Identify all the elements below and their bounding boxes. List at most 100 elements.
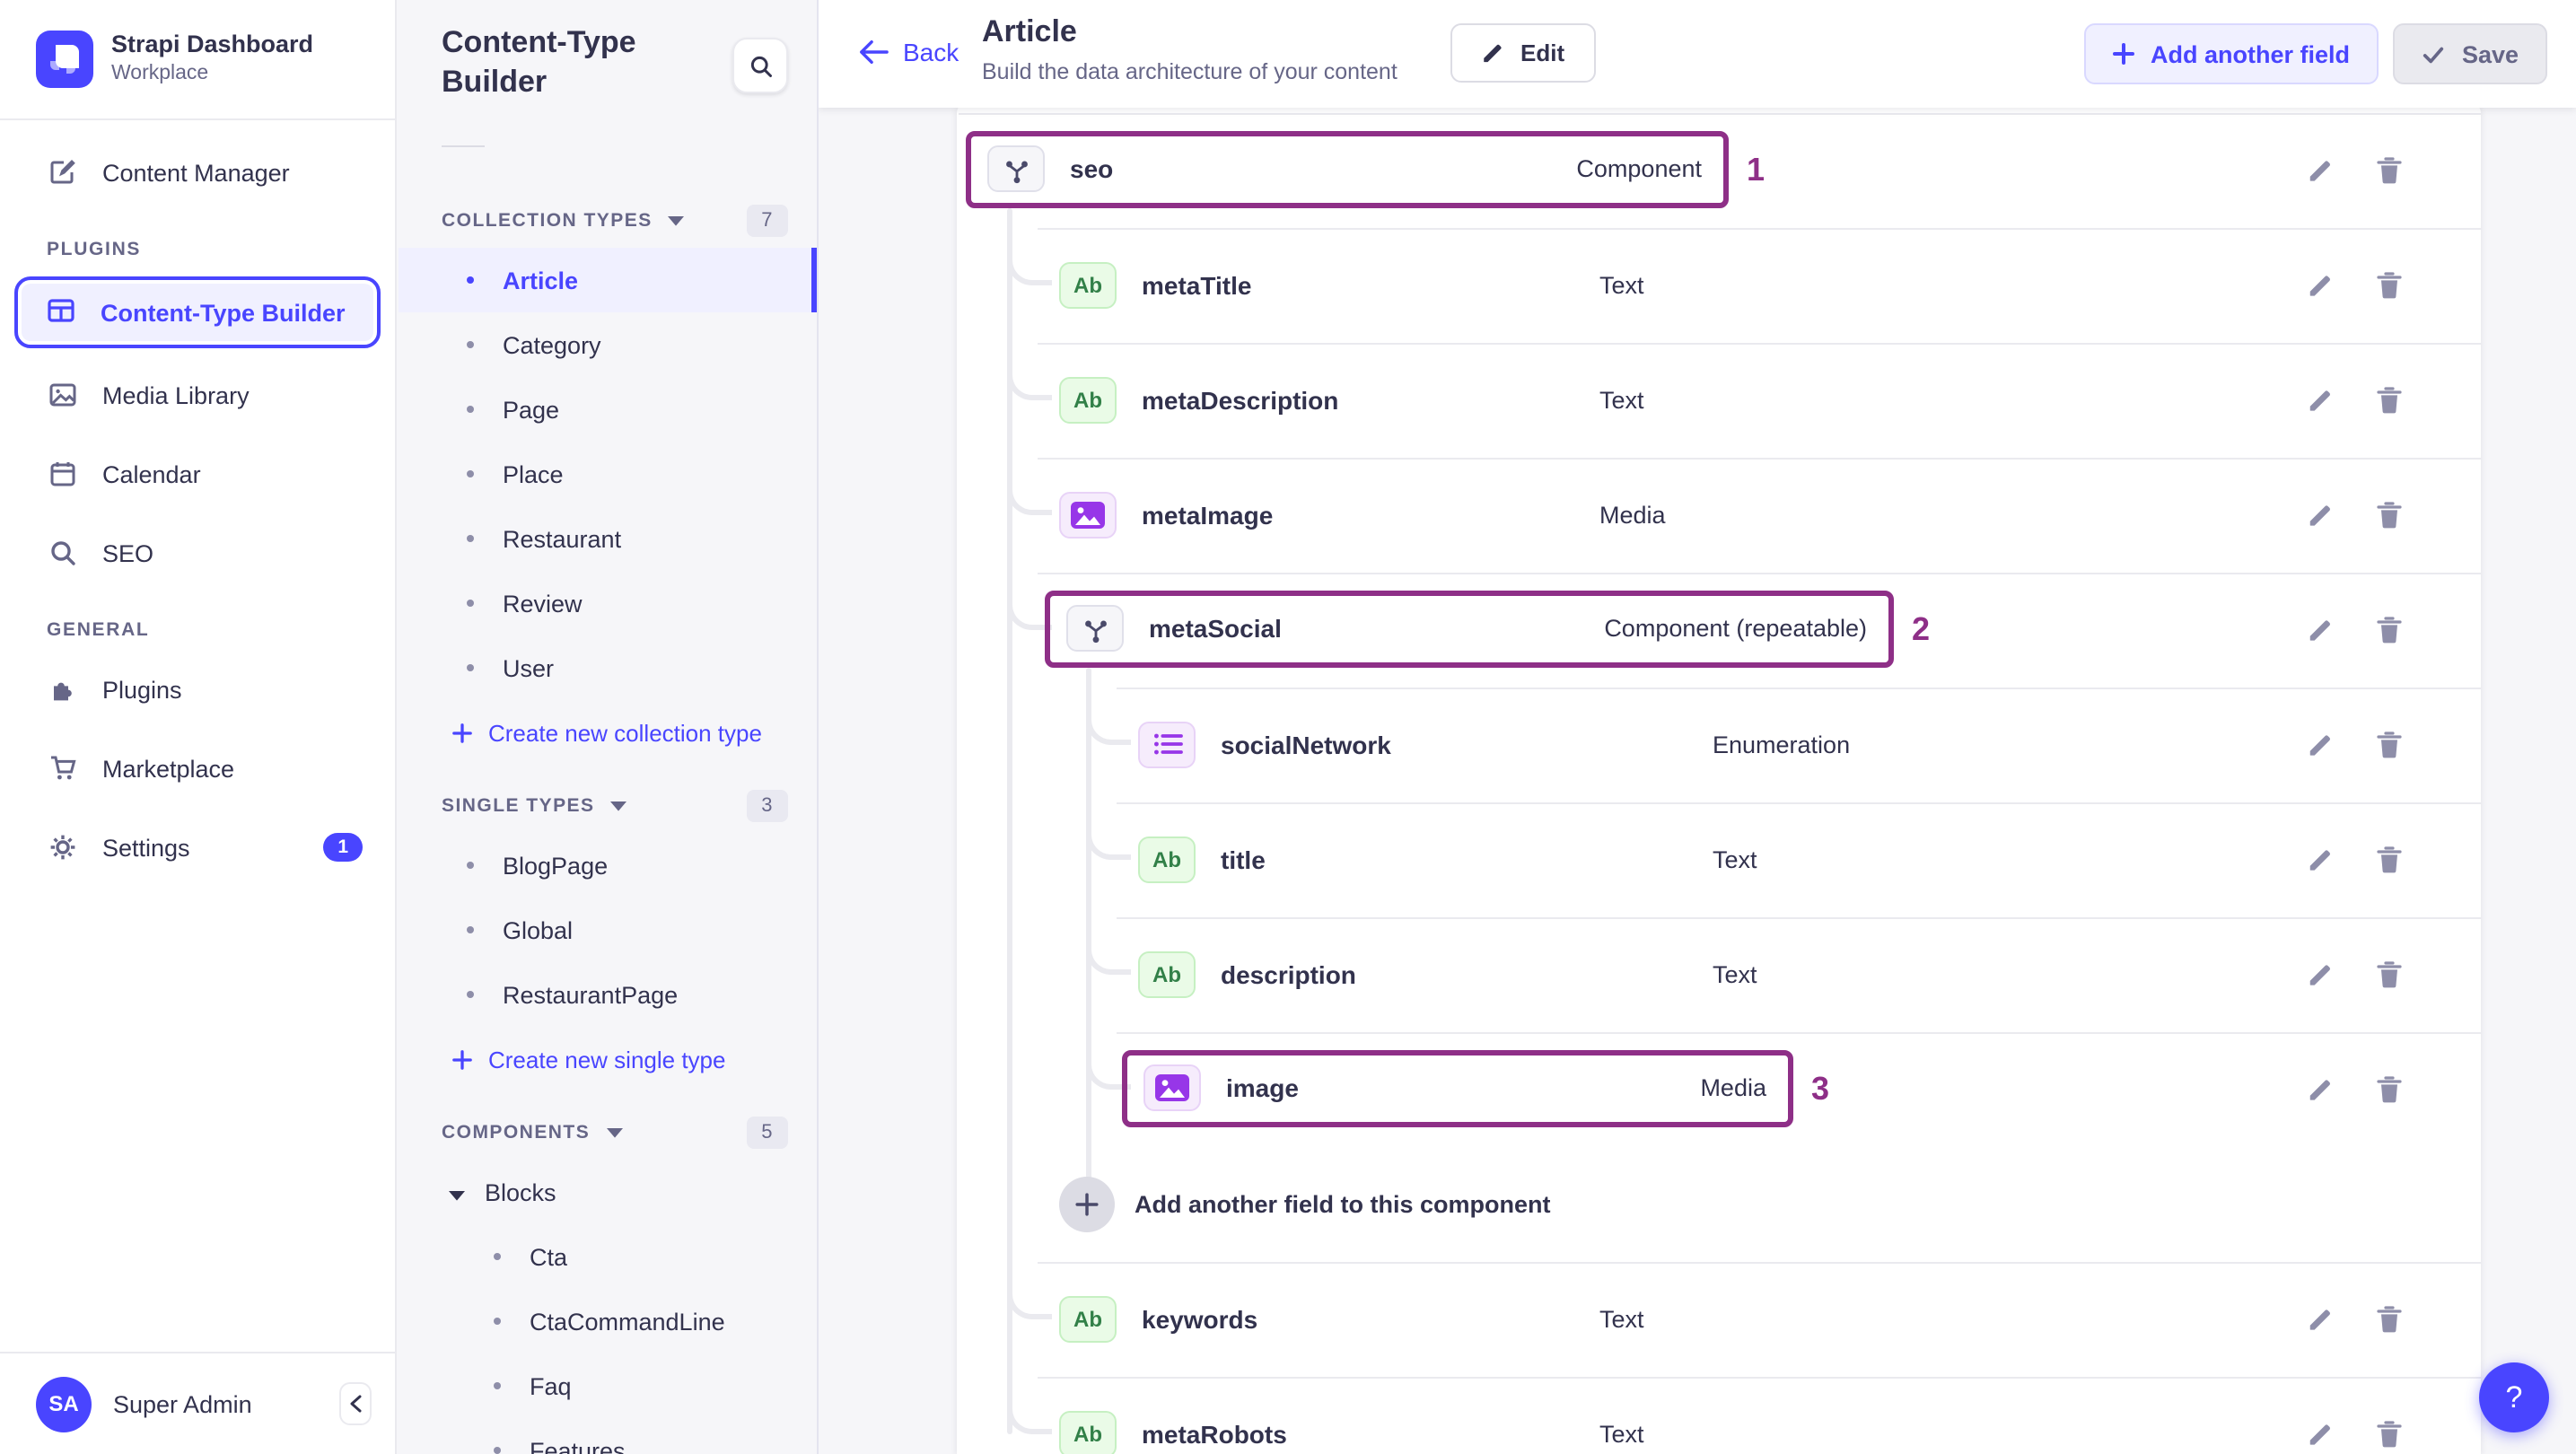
sidebar-item-calendar[interactable]: Calendar bbox=[0, 442, 395, 506]
create-new-link[interactable]: Create new collection type bbox=[399, 700, 817, 765]
sidebar-item-seo[interactable]: SEO bbox=[0, 521, 395, 585]
edit-field-button[interactable] bbox=[2307, 731, 2334, 758]
strapi-logo-icon bbox=[36, 31, 93, 88]
annotation-box: image Media bbox=[1122, 1049, 1793, 1126]
save-button[interactable]: Save bbox=[2393, 23, 2547, 84]
content-type-item-category[interactable]: Category bbox=[399, 312, 817, 377]
add-field-to-component-row[interactable]: Add another field to this component bbox=[957, 1146, 2481, 1261]
tree-connector-elbow bbox=[1006, 1397, 1052, 1433]
sidebar-item-plugins[interactable]: Plugins bbox=[0, 657, 395, 722]
field-type-icon: Ab bbox=[1138, 836, 1196, 882]
search-button[interactable] bbox=[732, 38, 788, 93]
field-row-seo: seo Component 1 bbox=[957, 112, 2481, 227]
field-name: description bbox=[1221, 959, 1356, 988]
content-type-label: User bbox=[503, 654, 555, 681]
bullet-icon bbox=[467, 535, 474, 542]
delete-field-button[interactable] bbox=[2377, 1304, 2402, 1333]
edit-field-button[interactable] bbox=[2307, 1305, 2334, 1332]
delete-field-button[interactable] bbox=[2377, 615, 2402, 644]
field-name: image bbox=[1226, 1073, 1299, 1102]
delete-field-button[interactable] bbox=[2377, 845, 2402, 873]
edit-field-button[interactable] bbox=[2307, 501, 2334, 528]
panel-title: Content-Type Builder bbox=[442, 25, 636, 100]
plus-circle-button[interactable] bbox=[1059, 1176, 1115, 1231]
panel-section-header-components[interactable]: COMPONENTS 5 bbox=[399, 1106, 817, 1160]
component-label: Cta bbox=[530, 1243, 568, 1270]
bullet-icon bbox=[467, 664, 474, 671]
sidebar-item-media-library[interactable]: Media Library bbox=[0, 363, 395, 427]
chevron-down-icon bbox=[610, 801, 627, 811]
edit-field-button[interactable] bbox=[2307, 386, 2334, 413]
component-item-faq[interactable]: Faq bbox=[399, 1353, 817, 1418]
content-type-item-page[interactable]: Page bbox=[399, 377, 817, 442]
field-type: Text bbox=[1599, 1305, 1644, 1332]
field-row-socialNetwork: socialNetwork Enumeration bbox=[957, 687, 2481, 801]
tree-connector-elbow bbox=[1006, 249, 1052, 285]
bullet-icon bbox=[467, 470, 474, 477]
bullet-icon bbox=[467, 991, 474, 998]
content-type-item-user[interactable]: User bbox=[399, 635, 817, 700]
tree-connector-elbow bbox=[1006, 1283, 1052, 1318]
edit-field-button[interactable] bbox=[2307, 271, 2334, 298]
content-type-item-review[interactable]: Review bbox=[399, 571, 817, 635]
row-divider bbox=[1038, 457, 2481, 459]
content-type-item-restaurantpage[interactable]: RestaurantPage bbox=[399, 962, 817, 1027]
sidebar-item-marketplace[interactable]: Marketplace bbox=[0, 736, 395, 801]
delete-field-button[interactable] bbox=[2377, 1419, 2402, 1448]
panel-section-header-collection-types[interactable]: COLLECTION TYPES 7 bbox=[399, 194, 817, 248]
field-name: metaImage bbox=[1142, 500, 1274, 529]
panel-section-header-single-types[interactable]: SINGLE TYPES 3 bbox=[399, 779, 817, 833]
component-category-blocks[interactable]: Blocks bbox=[399, 1160, 817, 1224]
edit-field-button[interactable] bbox=[2307, 156, 2334, 183]
content-type-item-place[interactable]: Place bbox=[399, 442, 817, 506]
fields-table: seo Component 1 Ab metaTitle Text Ab metaDescri… bbox=[957, 102, 2481, 1454]
tree-connector-elbow bbox=[1006, 593, 1052, 629]
collapse-sidebar-button[interactable] bbox=[339, 1382, 372, 1425]
help-button[interactable]: ? bbox=[2479, 1362, 2549, 1432]
field-type: Text bbox=[1713, 845, 1757, 872]
sidebar-item-content-type-builder[interactable]: Content-Type Builder bbox=[14, 276, 381, 348]
sidebar-item-content-manager[interactable]: Content Manager bbox=[0, 140, 395, 205]
edit-button[interactable]: Edit bbox=[1450, 23, 1596, 83]
content-type-label: Article bbox=[503, 267, 579, 293]
sidebar-item-settings[interactable]: Settings 1 bbox=[0, 815, 395, 880]
page-subtitle: Build the data architecture of your cont… bbox=[982, 59, 1398, 84]
text-icon: Ab bbox=[1152, 961, 1181, 986]
component-item-ctacommandline[interactable]: CtaCommandLine bbox=[399, 1289, 817, 1353]
edit-field-button[interactable] bbox=[2307, 616, 2334, 643]
content-type-item-global[interactable]: Global bbox=[399, 898, 817, 962]
trash-icon bbox=[2377, 845, 2402, 872]
content-type-item-blogpage[interactable]: BlogPage bbox=[399, 833, 817, 898]
component-item-features[interactable]: Features bbox=[399, 1418, 817, 1454]
add-another-field-button[interactable]: Add another field bbox=[2084, 23, 2379, 84]
delete-field-button[interactable] bbox=[2377, 155, 2402, 184]
sidebar-item-label: Content Manager bbox=[102, 159, 290, 186]
component-item-cta[interactable]: Cta bbox=[399, 1224, 817, 1289]
delete-field-button[interactable] bbox=[2377, 1074, 2402, 1103]
edit-field-button[interactable] bbox=[2307, 845, 2334, 872]
delete-field-button[interactable] bbox=[2377, 500, 2402, 529]
tree-connector-elbow bbox=[1085, 938, 1131, 974]
edit-field-button[interactable] bbox=[2307, 960, 2334, 987]
workspace-switcher[interactable]: Strapi Dashboard Workplace bbox=[36, 31, 313, 88]
delete-field-button[interactable] bbox=[2377, 385, 2402, 414]
count-badge: 3 bbox=[747, 790, 788, 822]
content-type-label: Global bbox=[503, 916, 574, 943]
tree-connector-elbow bbox=[1085, 823, 1131, 859]
content-type-item-restaurant[interactable]: Restaurant bbox=[399, 506, 817, 571]
edit-pencil-icon bbox=[2309, 1079, 2330, 1099]
picture-icon bbox=[48, 383, 75, 407]
edit-field-button[interactable] bbox=[2307, 1420, 2334, 1447]
content-type-label: Place bbox=[503, 460, 564, 487]
create-new-link[interactable]: Create new single type bbox=[399, 1027, 817, 1091]
field-type-icon bbox=[1066, 605, 1124, 652]
back-link[interactable]: Back bbox=[858, 38, 959, 66]
delete-field-button[interactable] bbox=[2377, 959, 2402, 988]
content-type-item-article[interactable]: Article bbox=[399, 248, 817, 312]
field-type-icon: Ab bbox=[1059, 1410, 1117, 1454]
delete-field-button[interactable] bbox=[2377, 730, 2402, 758]
page-header: Back Article Build the data architecture… bbox=[819, 0, 2576, 108]
delete-field-button[interactable] bbox=[2377, 270, 2402, 299]
edit-field-button[interactable] bbox=[2307, 1075, 2334, 1102]
